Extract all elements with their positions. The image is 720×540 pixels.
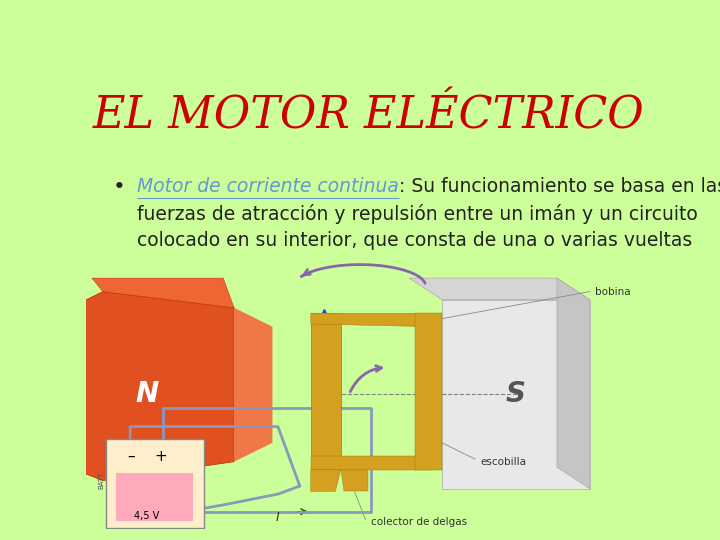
- Text: +: +: [154, 449, 166, 464]
- Text: EL MOTOR ELÉCTRICO: EL MOTOR ELÉCTRICO: [93, 94, 645, 137]
- Polygon shape: [442, 300, 590, 489]
- Text: S: S: [506, 380, 526, 408]
- Polygon shape: [341, 470, 368, 491]
- FancyBboxPatch shape: [117, 472, 193, 521]
- Polygon shape: [311, 456, 431, 470]
- Text: fuerzas de atracción y repulsión entre un imán y un circuito: fuerzas de atracción y repulsión entre u…: [138, 204, 698, 224]
- Text: –: –: [127, 449, 135, 464]
- Polygon shape: [234, 308, 272, 462]
- Polygon shape: [311, 470, 341, 491]
- Polygon shape: [92, 278, 234, 308]
- Text: bobina: bobina: [595, 287, 631, 296]
- Polygon shape: [311, 313, 341, 470]
- Polygon shape: [415, 313, 442, 470]
- Text: •: •: [112, 177, 125, 197]
- Text: I: I: [276, 510, 280, 524]
- Text: : Su funcionamiento se basa en las: : Su funcionamiento se basa en las: [400, 177, 720, 196]
- FancyBboxPatch shape: [106, 438, 204, 528]
- Text: BATT: BATT: [99, 472, 104, 489]
- Polygon shape: [76, 292, 234, 481]
- Text: colector de delgas: colector de delgas: [371, 517, 467, 528]
- Polygon shape: [311, 313, 431, 327]
- Text: 4,5 V: 4,5 V: [134, 511, 159, 521]
- Text: escobilla: escobilla: [480, 457, 526, 467]
- Text: colocado en su interior, que consta de una o varias vueltas: colocado en su interior, que consta de u…: [138, 231, 693, 250]
- Polygon shape: [557, 278, 590, 489]
- Polygon shape: [409, 278, 590, 300]
- Text: N: N: [135, 380, 158, 408]
- Text: Motor de corriente continua: Motor de corriente continua: [138, 177, 400, 196]
